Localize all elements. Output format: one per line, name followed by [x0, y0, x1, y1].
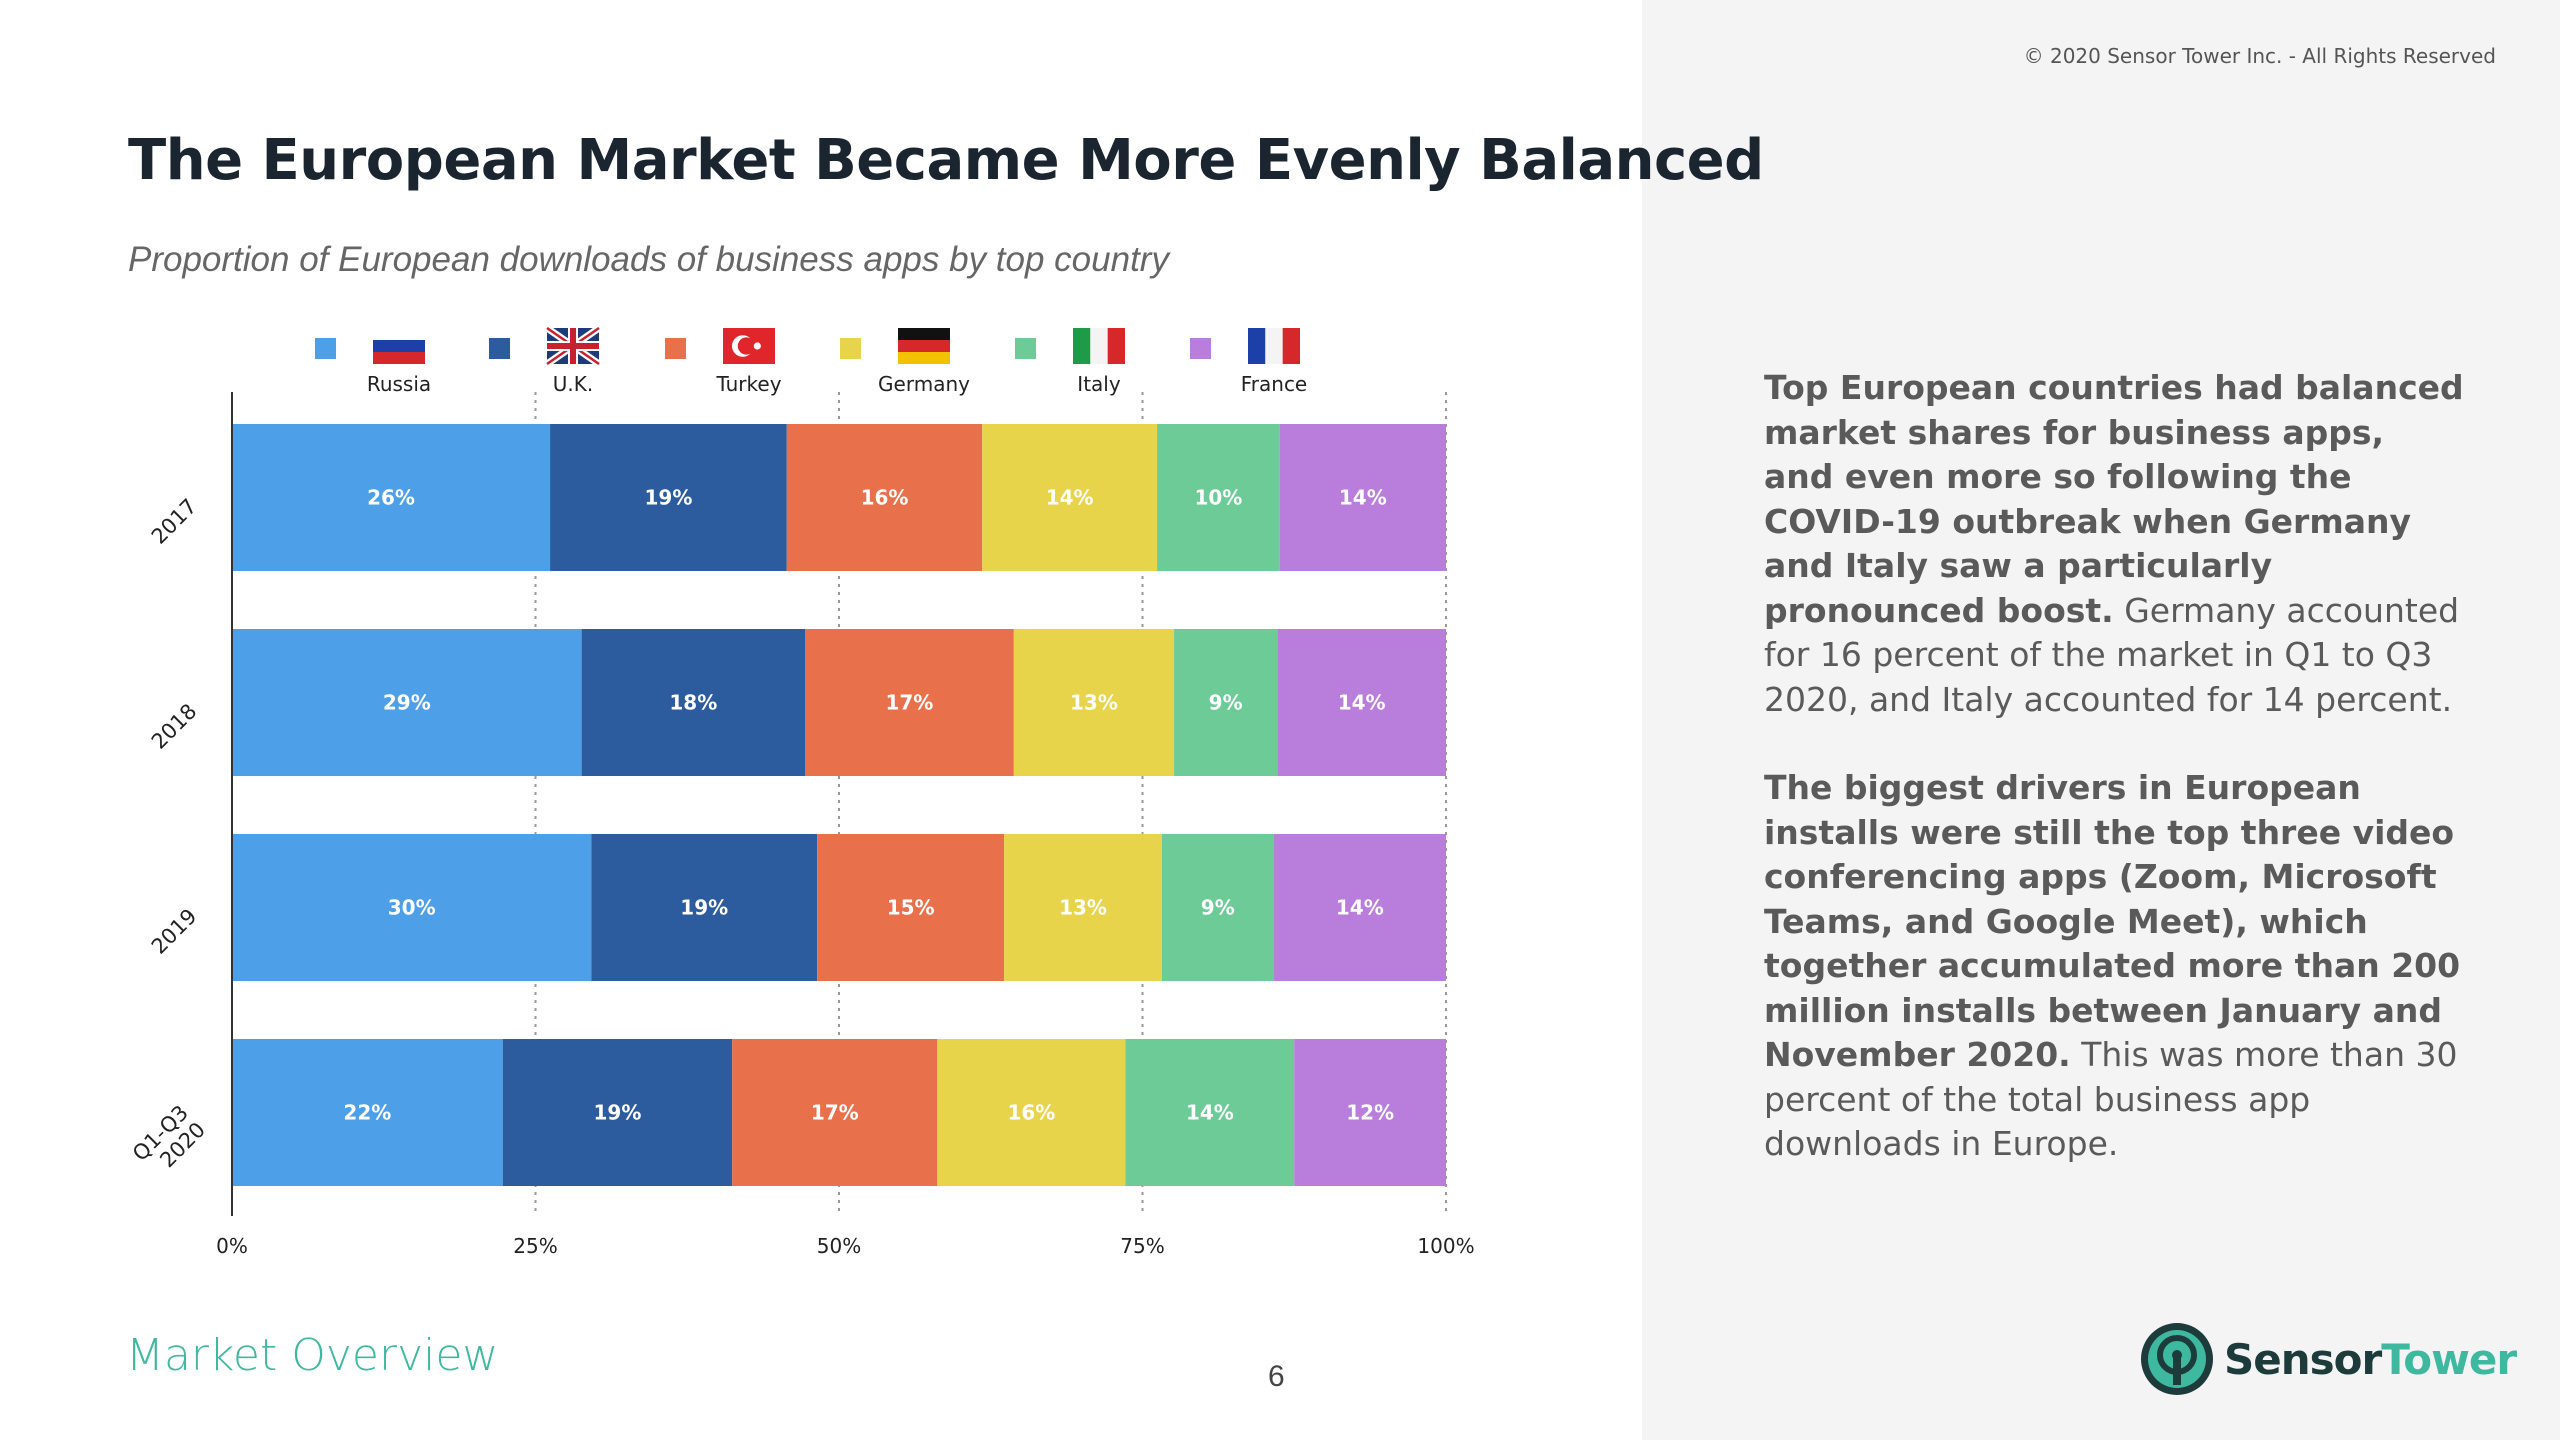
legend-label: Turkey	[715, 372, 781, 396]
data-label: 14%	[1186, 1101, 1234, 1125]
legend-label: Germany	[878, 372, 970, 396]
legend-label: Italy	[1077, 372, 1121, 396]
data-label: 17%	[811, 1101, 859, 1125]
bar-segment	[786, 424, 983, 571]
x-tick-label: 75%	[1120, 1234, 1164, 1258]
page-number: 6	[1268, 1360, 1285, 1393]
legend-label: France	[1241, 372, 1308, 396]
legend-swatch	[489, 338, 510, 359]
stacked-bar-chart: 26% 19% 16% 14% 10% 14% 2017 29% 18% 17% 13% 9% 14% 2…	[128, 325, 1475, 1258]
data-label: 9%	[1201, 896, 1235, 920]
data-label: 19%	[594, 1101, 642, 1125]
x-tick-label: 25%	[513, 1234, 557, 1258]
insight-2-text: This was more than 30 percent of the tot…	[1764, 1035, 2458, 1163]
legend-swatch	[665, 338, 686, 359]
legend-swatch	[1190, 338, 1211, 359]
france-flag-icon	[1248, 328, 1300, 364]
bar-segment	[1013, 629, 1175, 776]
bar-segment	[982, 424, 1158, 571]
data-label: 19%	[644, 486, 692, 510]
chart-subtitle: Proportion of European downloads of busi…	[128, 240, 1169, 279]
page-title: The European Market Became More Evenly B…	[128, 128, 1764, 193]
sensortower-logo-icon	[2141, 1323, 2213, 1395]
bar-segment	[1125, 1039, 1295, 1186]
data-label: 30%	[388, 896, 436, 920]
bar-segment	[502, 1039, 733, 1186]
uk-flag-icon	[545, 325, 601, 367]
x-tick-label: 0%	[216, 1234, 248, 1258]
data-label: 14%	[1338, 691, 1386, 715]
bar-segment	[232, 834, 592, 981]
bar-segment	[1174, 629, 1278, 776]
bar-segment	[581, 629, 806, 776]
data-label: 13%	[1059, 896, 1107, 920]
logo-text-tower: Tower	[2381, 1334, 2517, 1384]
data-label: 18%	[669, 691, 717, 715]
legend-swatch	[840, 338, 861, 359]
data-label: 12%	[1346, 1101, 1394, 1125]
data-label: 19%	[680, 896, 728, 920]
legend-swatch	[1015, 338, 1036, 359]
russia-flag-icon	[373, 328, 425, 364]
insight-2-bold: The biggest drivers in European installs…	[1764, 768, 2461, 1074]
data-label: 10%	[1194, 486, 1242, 510]
data-label: 9%	[1209, 691, 1243, 715]
bar-segment	[232, 629, 582, 776]
sensortower-logo-text: SensorTower	[2224, 1334, 2517, 1384]
bar-segment	[591, 834, 818, 981]
category-label-line: 2017	[147, 494, 202, 549]
legend-swatch	[315, 338, 336, 359]
category-label-line: 2019	[147, 904, 202, 959]
bar-segment	[937, 1039, 1126, 1186]
bar-segment	[1273, 834, 1446, 981]
bar-segment	[1294, 1039, 1446, 1186]
insight-1-bold: Top European countries had balanced mark…	[1764, 368, 2464, 630]
bar-segment	[1279, 424, 1446, 571]
data-label: 26%	[367, 486, 415, 510]
sensortower-logo: SensorTower	[2140, 1322, 2517, 1396]
logo-text-sensor: Sensor	[2224, 1334, 2382, 1384]
category-label-line: 2018	[147, 699, 202, 754]
bar-segment	[817, 834, 1005, 981]
data-label: 16%	[1007, 1101, 1055, 1125]
insight-paragraph-1: Top European countries had balanced mark…	[1764, 366, 2464, 722]
data-label: 14%	[1339, 486, 1387, 510]
bar-segment	[732, 1039, 938, 1186]
right-panel	[1642, 0, 2560, 1440]
insight-paragraph-2: The biggest drivers in European installs…	[1764, 766, 2464, 1167]
legend-label: U.K.	[553, 372, 593, 396]
bar-segment	[1004, 834, 1162, 981]
data-label: 15%	[887, 896, 935, 920]
data-label: 29%	[383, 691, 431, 715]
turkey-flag-icon	[723, 328, 775, 364]
section-name: Market Overview	[126, 1330, 499, 1381]
italy-flag-icon	[1073, 328, 1125, 364]
legend-label: Russia	[367, 372, 431, 396]
bar-segment	[232, 424, 551, 571]
bar-segment	[550, 424, 787, 571]
data-label: 22%	[343, 1101, 391, 1125]
bar-segment	[1277, 629, 1446, 776]
data-label: 14%	[1336, 896, 1384, 920]
category-label: 2018	[147, 699, 202, 754]
germany-flag-icon	[898, 328, 950, 364]
x-tick-label: 50%	[817, 1234, 861, 1258]
category-label: 2017	[147, 494, 202, 549]
bar-segment	[232, 1039, 503, 1186]
data-label: 14%	[1046, 486, 1094, 510]
x-tick-label: 100%	[1417, 1234, 1474, 1258]
data-label: 16%	[861, 486, 909, 510]
category-label: 2019	[147, 904, 202, 959]
copyright: © 2020 Sensor Tower Inc. - All Rights Re…	[2023, 44, 2496, 68]
bar-segment	[805, 629, 1014, 776]
data-label: 13%	[1070, 691, 1118, 715]
insight-1-text: Germany accounted for 16 percent of the …	[1764, 590, 2460, 719]
bar-segment	[1157, 424, 1280, 571]
bar-segment	[1161, 834, 1274, 981]
data-label: 17%	[885, 691, 933, 715]
